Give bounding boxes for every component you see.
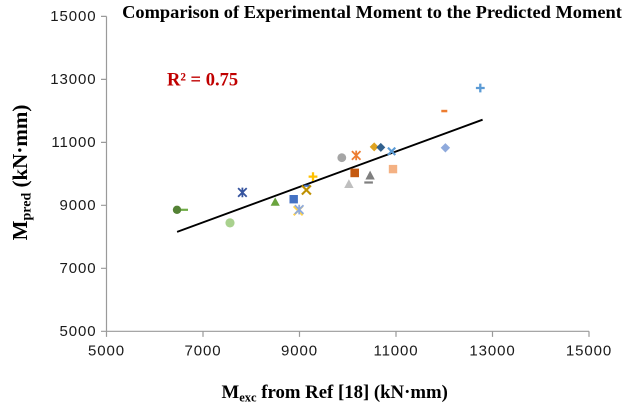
svg-text:5000: 5000: [60, 323, 97, 340]
svg-text:13000: 13000: [469, 343, 515, 360]
svg-text:7000: 7000: [185, 343, 222, 360]
svg-text:5000: 5000: [88, 343, 125, 360]
svg-text:15000: 15000: [50, 8, 96, 25]
svg-text:7000: 7000: [60, 260, 97, 277]
svg-text:11000: 11000: [373, 343, 418, 360]
svg-text:Comparison of Experimental Mom: Comparison of Experimental Moment to the…: [122, 2, 623, 22]
svg-text:Mexc from Ref [18] (kN·mm): Mexc from Ref [18] (kN·mm): [222, 382, 448, 405]
svg-text:13000: 13000: [50, 71, 96, 88]
svg-text:9000: 9000: [281, 343, 318, 360]
svg-text:15000: 15000: [566, 343, 612, 360]
svg-text:11000: 11000: [51, 134, 96, 151]
svg-text:R² = 0.75: R² = 0.75: [167, 71, 238, 91]
svg-text:9000: 9000: [60, 197, 97, 214]
svg-text:Mpred (kN·mm): Mpred (kN·mm): [8, 105, 35, 241]
